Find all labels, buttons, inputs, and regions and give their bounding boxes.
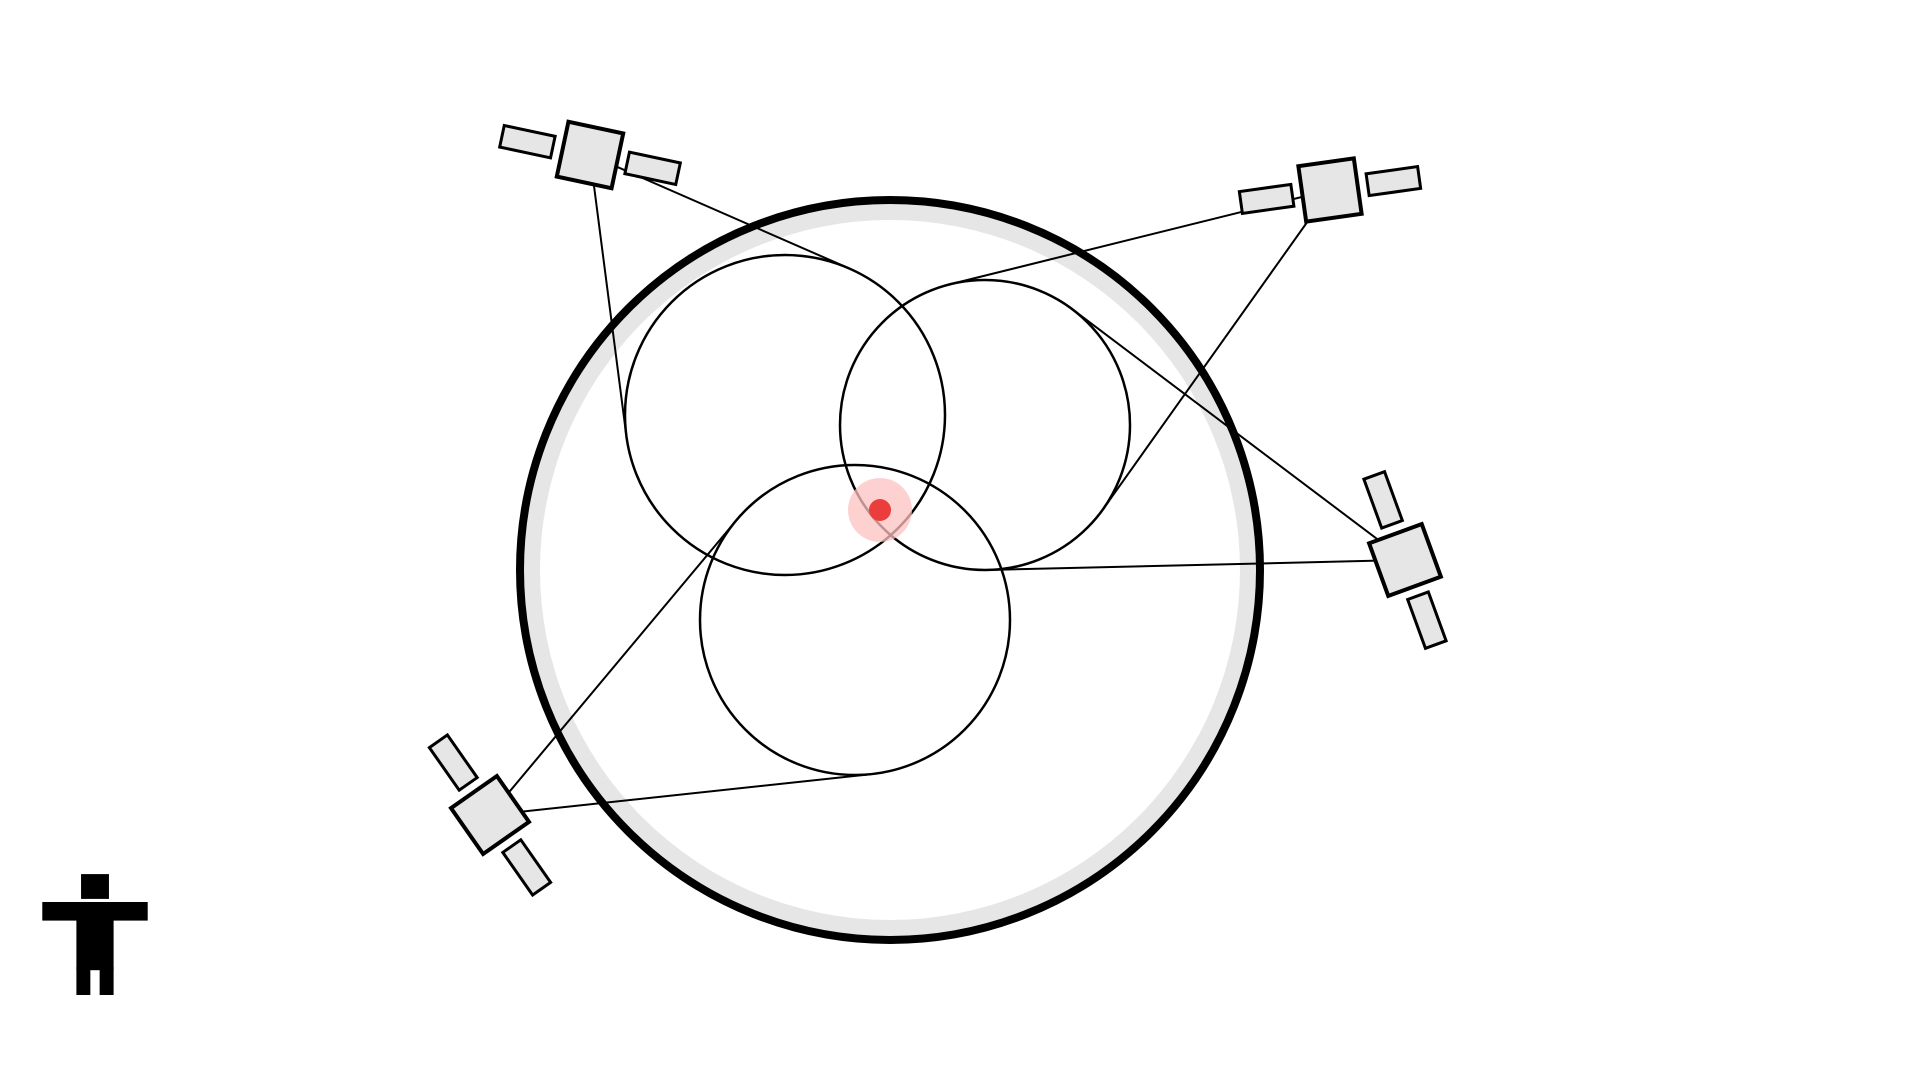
satellite-body (557, 122, 623, 188)
satellite-body (1298, 158, 1361, 221)
earth-inner (540, 220, 1240, 920)
gps-trilateration-diagram (0, 0, 1920, 1080)
intersection-dot (869, 499, 891, 521)
